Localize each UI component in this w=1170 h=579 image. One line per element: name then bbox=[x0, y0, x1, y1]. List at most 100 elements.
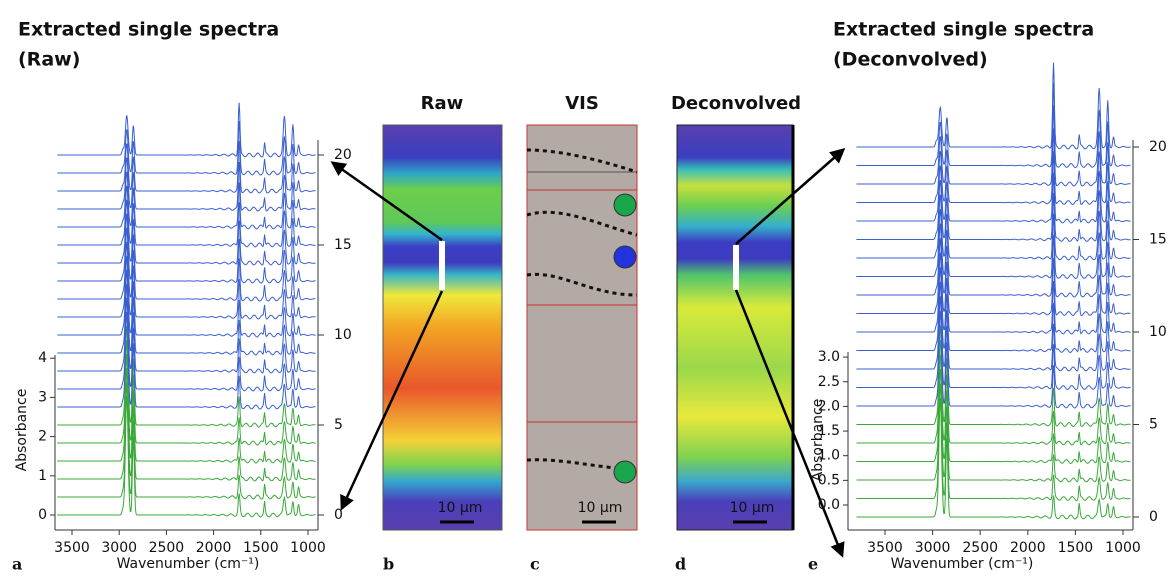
arrows bbox=[330, 148, 846, 558]
spectrum bbox=[856, 383, 1131, 502]
raw-image bbox=[382, 124, 503, 531]
y2-tick-label: 15 bbox=[1149, 232, 1167, 248]
panel-letter: d bbox=[675, 555, 686, 574]
spectrum bbox=[57, 102, 316, 158]
spectrum bbox=[57, 227, 316, 302]
x-tick-label: 1000 bbox=[1105, 540, 1141, 556]
panel-title: Deconvolved bbox=[671, 93, 801, 114]
spectrum bbox=[856, 172, 1131, 242]
scale-label: 10 µm bbox=[578, 500, 623, 516]
y-axis-label: Absorbance bbox=[810, 399, 826, 482]
y-tick-label: 3 bbox=[38, 389, 47, 405]
y2-tick-label: 20 bbox=[1149, 139, 1167, 155]
spectrum bbox=[856, 310, 1131, 409]
spectrum bbox=[57, 311, 316, 410]
y-tick-label: 1 bbox=[38, 468, 47, 484]
deconvolved-image bbox=[676, 124, 794, 531]
marker bbox=[613, 460, 637, 484]
y2-tick-label: 20 bbox=[334, 147, 352, 163]
y-tick-label: 0.0 bbox=[818, 497, 840, 513]
spectrum bbox=[57, 171, 316, 230]
y-tick-label: 1.0 bbox=[818, 448, 840, 464]
y-tick-label: 0 bbox=[38, 507, 47, 523]
y2-tick-label: 0 bbox=[334, 507, 343, 523]
x-tick-label: 1500 bbox=[243, 540, 279, 556]
panel-subtitle: (Deconvolved) bbox=[833, 49, 988, 71]
spectrum bbox=[57, 121, 316, 176]
y2-tick-label: 5 bbox=[334, 417, 343, 433]
x-tick-label: 2500 bbox=[149, 540, 185, 556]
y-tick-label: 4 bbox=[38, 350, 47, 366]
panel-letter: c bbox=[530, 555, 540, 574]
x-tick-label: 2000 bbox=[1010, 540, 1046, 556]
y-tick-label: 2 bbox=[38, 429, 47, 445]
marker bbox=[613, 245, 637, 269]
x-tick-label: 1500 bbox=[1058, 540, 1094, 556]
x-axis-label: Wavenumber (cm⁻¹) bbox=[891, 556, 1034, 572]
spectrum bbox=[856, 238, 1131, 317]
spectrum bbox=[856, 151, 1131, 224]
panel-title: VIS bbox=[565, 93, 599, 114]
spectrum bbox=[57, 368, 316, 482]
spectrum bbox=[57, 141, 316, 194]
x-tick-label: 3000 bbox=[915, 540, 951, 556]
spectrum bbox=[57, 325, 316, 428]
spectrum bbox=[57, 396, 316, 518]
spectrum bbox=[856, 325, 1131, 428]
spectrum bbox=[856, 209, 1131, 280]
y-axis-label: Absorbance bbox=[14, 389, 30, 472]
y-tick-label: 0.5 bbox=[818, 472, 840, 488]
spectrum bbox=[57, 199, 316, 266]
selection bbox=[439, 241, 739, 290]
y2-tick-label: 5 bbox=[1149, 417, 1158, 433]
panel-letter: b bbox=[383, 555, 394, 574]
x-tick-label: 2500 bbox=[962, 540, 998, 556]
spectrum bbox=[57, 213, 316, 284]
spectrum bbox=[57, 283, 316, 374]
spectrum bbox=[856, 398, 1131, 520]
y-tick-label: 2.0 bbox=[818, 398, 840, 414]
spectrum bbox=[856, 340, 1131, 446]
spectrum bbox=[856, 193, 1131, 261]
panel-letter: e bbox=[808, 555, 818, 574]
y-tick-label: 1.5 bbox=[818, 423, 840, 439]
spectrum bbox=[57, 269, 316, 356]
spectrum bbox=[856, 252, 1131, 335]
x-axis-label: Wavenumber (cm⁻¹) bbox=[117, 556, 260, 572]
spectrum bbox=[57, 354, 316, 464]
x-tick-label: 3000 bbox=[101, 540, 137, 556]
spectrum bbox=[57, 297, 316, 392]
spectrum bbox=[856, 354, 1131, 465]
spectrum bbox=[57, 185, 316, 248]
spectrum bbox=[57, 255, 316, 338]
scale-label: 10 µm bbox=[730, 500, 775, 516]
spectrum bbox=[856, 267, 1131, 354]
spectrum bbox=[856, 105, 1131, 187]
spectrum bbox=[856, 296, 1131, 391]
spectrum bbox=[856, 223, 1131, 298]
panel-subtitle: (Raw) bbox=[18, 49, 80, 71]
scale-label: 10 µm bbox=[438, 500, 483, 516]
x-tick-label: 1000 bbox=[290, 540, 326, 556]
spectrum bbox=[57, 241, 316, 320]
x-tick-label: 3500 bbox=[54, 540, 90, 556]
x-tick-label: 3500 bbox=[867, 540, 903, 556]
spectrum bbox=[856, 83, 1131, 169]
panel-letter: a bbox=[12, 555, 22, 574]
y-tick-label: 3.0 bbox=[818, 349, 840, 365]
spectrum bbox=[57, 382, 316, 500]
spectrum bbox=[57, 340, 316, 446]
spectrum bbox=[856, 62, 1131, 150]
panel-title: Extracted single spectra bbox=[18, 19, 279, 41]
y2-tick-label: 10 bbox=[334, 327, 352, 343]
panel-title: Raw bbox=[421, 93, 464, 114]
vis-lines bbox=[527, 171, 637, 423]
panel-title: Extracted single spectra bbox=[833, 19, 1094, 41]
x-tick-label: 2000 bbox=[196, 540, 232, 556]
y2-tick-label: 0 bbox=[1149, 509, 1158, 525]
y2-tick-label: 15 bbox=[334, 237, 352, 253]
spectrum bbox=[856, 281, 1131, 372]
y-tick-label: 2.5 bbox=[818, 374, 840, 390]
marker bbox=[613, 193, 637, 217]
